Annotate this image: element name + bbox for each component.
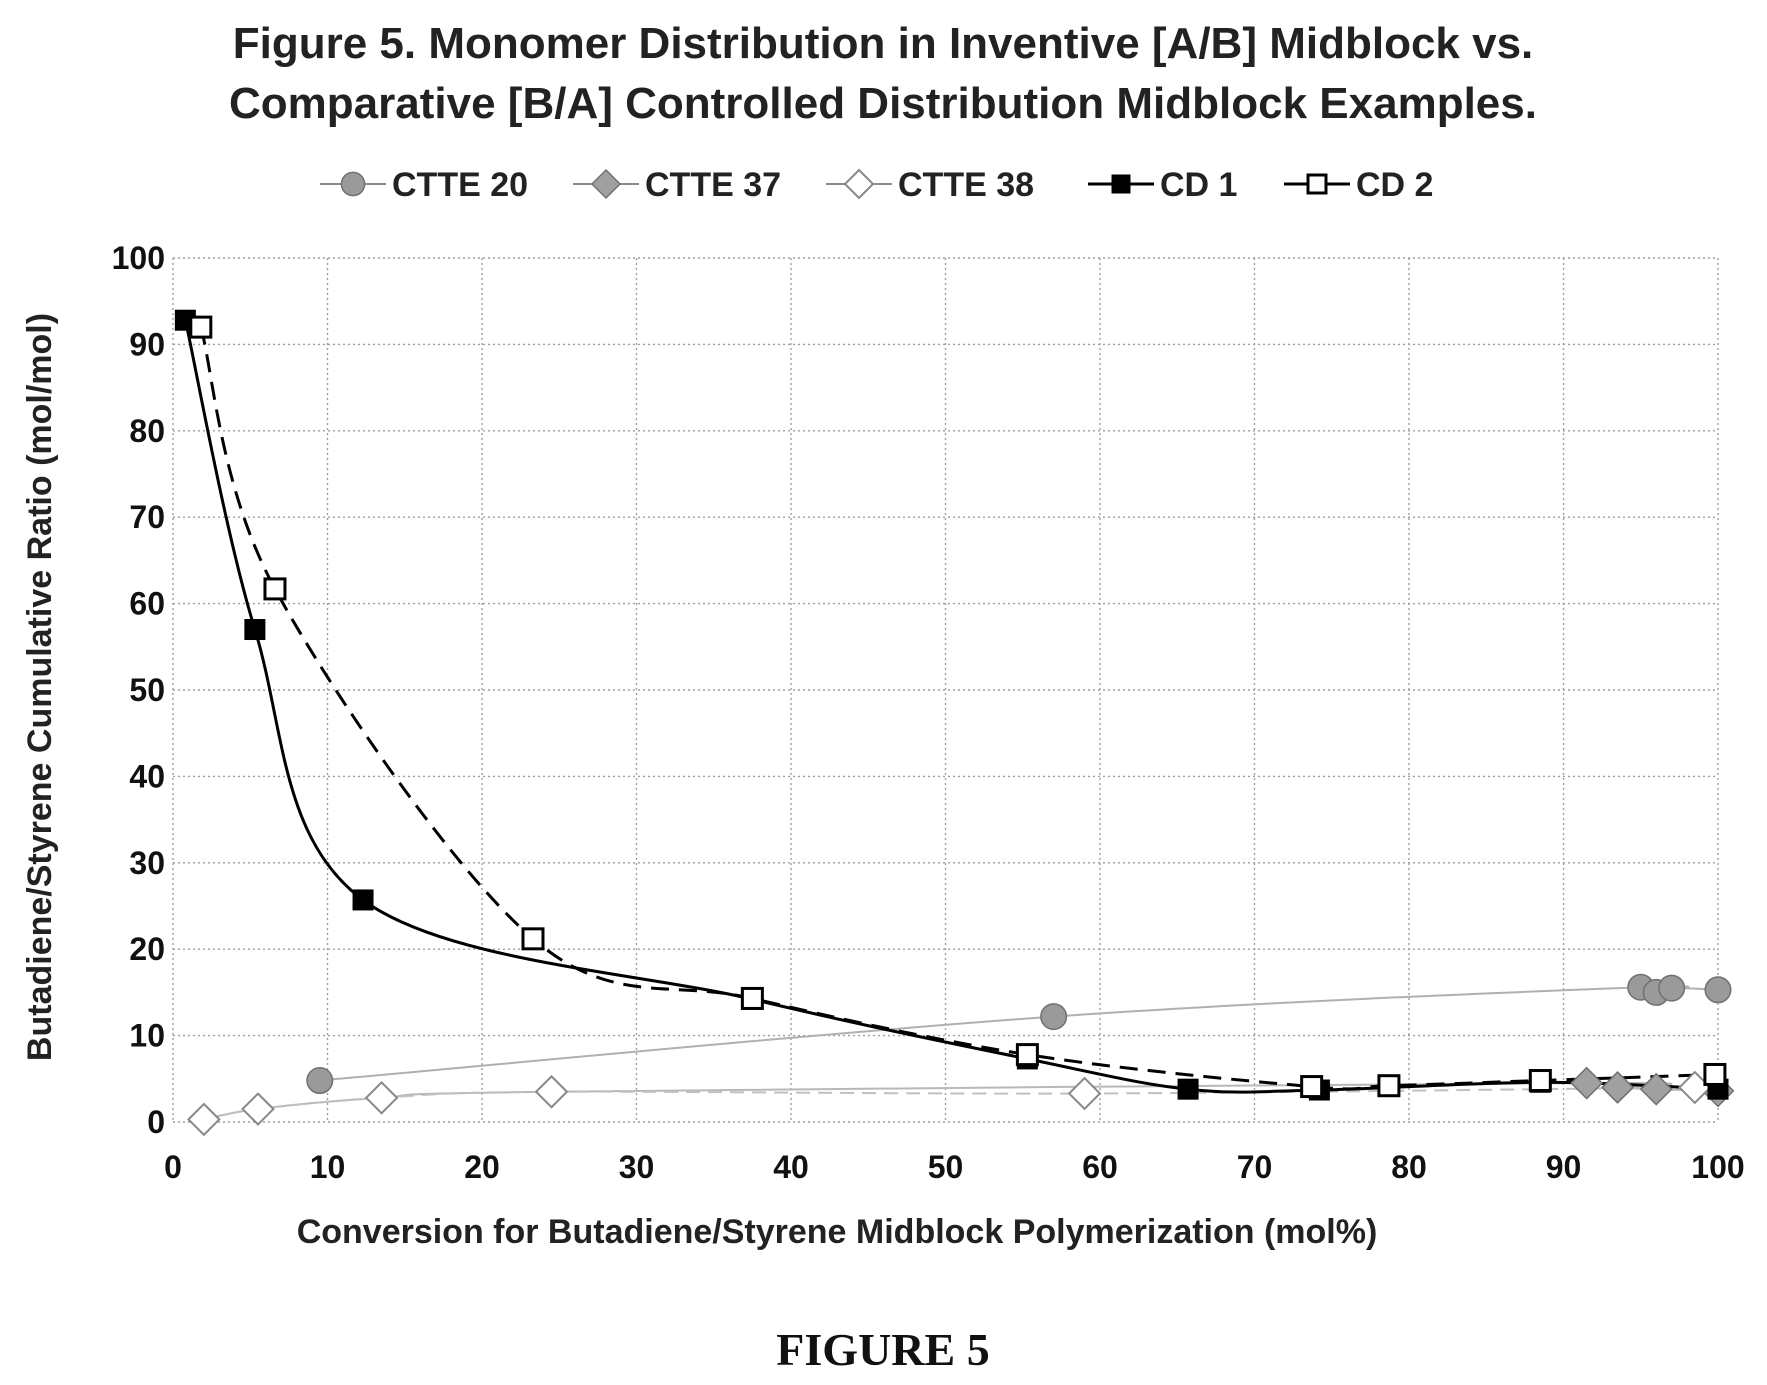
x-tick-label: 40 [773, 1149, 809, 1185]
series-line-cd-2 [199, 326, 1715, 1091]
x-axis-ticks: 0 10 20 30 40 50 60 70 80 90 100 [164, 1149, 1745, 1185]
chart-title: Figure 5. Monomer Distribution in Invent… [229, 19, 1537, 128]
x-tick-label: 60 [1082, 1149, 1118, 1185]
data-point-ctte-38 [534, 1074, 569, 1109]
data-point-ctte-38 [1067, 1076, 1102, 1111]
chart-title-line-1: Figure 5. Monomer Distribution in Invent… [233, 19, 1534, 68]
chart-title-line-2: Comparative [B/A] Controlled Distributio… [229, 79, 1537, 128]
x-tick-label: 70 [1237, 1149, 1273, 1185]
series-line-ctte-38 [203, 1086, 1695, 1121]
series-line-ctte-37 [203, 1082, 1719, 1121]
data-point-ctte-37 [1601, 1070, 1635, 1104]
x-tick-label: 0 [164, 1149, 182, 1185]
data-point-ctte-37 [1639, 1072, 1673, 1106]
legend-item-ctte-38: CTTE 38 [826, 166, 1034, 204]
data-point-cd-1 [1177, 1078, 1199, 1100]
y-tick-label: 30 [129, 845, 165, 881]
gridlines [172, 257, 1719, 1123]
data-point-cd-2 [521, 927, 545, 951]
data-point-ctte-38 [241, 1092, 275, 1126]
y-tick-label: 20 [129, 931, 165, 967]
legend: CTTE 20 CTTE 37 CTTE 38 CD 1 CD 2 [320, 166, 1433, 204]
legend-label: CTTE 20 [392, 166, 528, 204]
legend-item-cd-1: CD 1 [1088, 166, 1237, 204]
y-tick-label: 0 [147, 1104, 165, 1140]
series-markers [174, 309, 1735, 1137]
legend-label: CD 2 [1356, 166, 1433, 204]
x-tick-label: 30 [619, 1149, 655, 1185]
legend-marker-ctte-38 [843, 168, 875, 200]
y-tick-label: 40 [129, 758, 165, 794]
x-tick-label: 20 [464, 1149, 500, 1185]
y-tick-label: 50 [129, 672, 165, 708]
data-point-cd-2 [263, 577, 287, 601]
data-point-cd-1 [352, 889, 374, 911]
y-tick-label: 10 [129, 1018, 165, 1054]
legend-item-ctte-37: CTTE 37 [573, 166, 781, 204]
y-tick-label: 70 [129, 499, 165, 535]
y-tick-label: 90 [129, 326, 165, 362]
data-point-cd-2 [740, 986, 764, 1010]
data-point-ctte-20 [1658, 974, 1686, 1002]
legend-marker-ctte-20 [340, 171, 366, 197]
data-point-cd-2 [1377, 1074, 1401, 1098]
x-tick-label: 50 [928, 1149, 964, 1185]
legend-item-cd-2: CD 2 [1284, 166, 1433, 204]
y-tick-label: 100 [112, 240, 165, 276]
y-axis-ticks: 0 10 20 30 40 50 60 70 80 90 100 [112, 240, 165, 1140]
data-point-cd-2 [1300, 1075, 1324, 1099]
series-line-cd-1 [183, 319, 1719, 1094]
data-point-cd-2 [1703, 1062, 1727, 1086]
y-tick-label: 80 [129, 413, 165, 449]
data-point-cd-2 [1528, 1069, 1552, 1093]
data-point-cd-1 [244, 619, 266, 641]
x-tick-label: 80 [1391, 1149, 1427, 1185]
data-point-cd-2 [1015, 1043, 1039, 1067]
legend-marker-ctte-37 [590, 168, 622, 200]
legend-marker-cd-1 [1111, 174, 1131, 194]
legend-label: CTTE 37 [645, 166, 781, 204]
x-tick-label: 10 [310, 1149, 346, 1185]
legend-label: CD 1 [1160, 166, 1237, 204]
y-axis-title: Butadiene/Styrene Cumulative Ratio (mol/… [21, 313, 59, 1061]
data-point-ctte-20 [1704, 976, 1732, 1004]
data-point-ctte-38 [364, 1080, 399, 1115]
legend-item-ctte-20: CTTE 20 [320, 166, 528, 204]
x-tick-label: 100 [1691, 1149, 1744, 1185]
y-tick-label: 60 [129, 586, 165, 622]
legend-label: CTTE 38 [898, 166, 1034, 204]
data-point-cd-2 [189, 315, 213, 339]
data-point-ctte-20 [306, 1067, 334, 1095]
x-tick-label: 90 [1546, 1149, 1582, 1185]
series-lines [183, 319, 1719, 1121]
legend-marker-cd-2 [1306, 173, 1328, 195]
figure-caption: FIGURE 5 [776, 1324, 989, 1375]
data-point-ctte-38 [187, 1102, 221, 1137]
data-point-ctte-20 [1040, 1003, 1068, 1031]
x-axis-title: Conversion for Butadiene/Styrene Midbloc… [297, 1213, 1378, 1251]
data-point-ctte-37 [1570, 1066, 1604, 1100]
